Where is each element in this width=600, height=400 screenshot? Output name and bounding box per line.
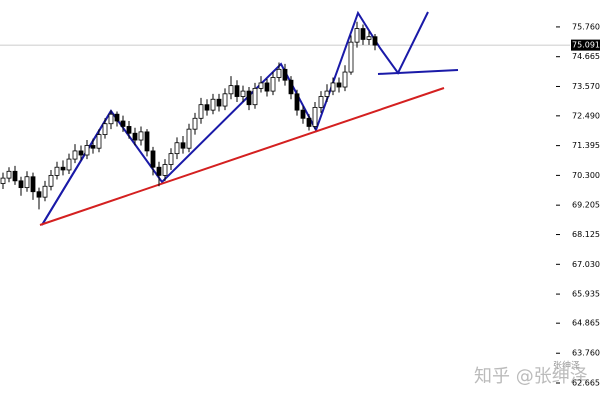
candle-body — [42, 185, 48, 198]
y-tick-label: 73.570 — [572, 82, 600, 91]
candle-body — [270, 77, 276, 92]
candle-body — [174, 142, 180, 155]
candle-body — [66, 158, 72, 171]
y-tick-label: 74.665 — [572, 52, 600, 61]
candle-body — [216, 98, 222, 107]
candle-body — [180, 142, 186, 149]
last-price-label: 75.091 — [572, 41, 600, 50]
candle-body — [150, 150, 156, 168]
candle-body — [204, 104, 210, 111]
candle-body — [126, 126, 132, 134]
candle-body — [72, 150, 78, 160]
candle-body — [48, 174, 54, 187]
candle-body — [372, 36, 378, 46]
candle-body — [102, 123, 108, 136]
last-price-box — [571, 39, 600, 51]
candle-body — [318, 96, 324, 108]
candle-body — [198, 104, 204, 119]
candle-body — [306, 117, 312, 127]
candle-body — [336, 82, 342, 88]
candle-body — [240, 90, 246, 97]
candle-body — [258, 82, 264, 89]
y-tick-label: 75.760 — [572, 22, 600, 31]
candle-body — [60, 166, 66, 171]
candle-body — [234, 85, 240, 97]
candle-body — [324, 90, 330, 97]
candle-body — [162, 164, 168, 176]
y-tick-label: 64.865 — [572, 319, 600, 328]
candle-body — [312, 107, 318, 127]
candle-body — [36, 191, 42, 198]
candle-body — [348, 41, 354, 73]
watermark-logo: 张绅泽 — [553, 360, 580, 372]
candle-body — [192, 117, 198, 130]
y-tick-label: 70.300 — [572, 171, 600, 180]
candle-body — [342, 71, 348, 88]
candle-body — [30, 176, 36, 193]
candle-body — [222, 93, 228, 107]
candle-body — [252, 87, 258, 106]
candle-body — [120, 120, 126, 127]
y-tick-label: 62.665 — [572, 379, 600, 388]
candle-body — [354, 28, 360, 43]
candle-body — [12, 170, 18, 182]
candle-body — [294, 93, 300, 111]
candle-body — [276, 68, 282, 78]
zigzag-line — [41, 10, 429, 226]
candle-body — [246, 90, 252, 106]
candle-body — [6, 170, 12, 179]
candle-body — [144, 131, 150, 152]
y-tick-label: 67.030 — [572, 260, 600, 269]
y-tick-label: 68.125 — [572, 230, 600, 239]
watermark: 知乎 @张绅泽 — [474, 366, 588, 387]
y-tick-label: 65.935 — [572, 290, 600, 299]
candle-body — [0, 177, 6, 184]
candle-body — [228, 85, 234, 95]
candle-body — [54, 166, 60, 176]
candle-body — [96, 134, 102, 149]
y-tick-label: 71.395 — [572, 141, 600, 150]
candle-body — [186, 128, 192, 149]
y-tick-label: 69.205 — [572, 201, 600, 210]
candle-body — [90, 145, 96, 149]
candle-body — [288, 79, 294, 95]
candle-body — [300, 109, 306, 119]
candle-body — [18, 180, 24, 189]
candle-body — [24, 176, 30, 189]
candle-body — [360, 28, 366, 40]
candle-body — [84, 145, 90, 156]
candle-body — [114, 113, 120, 122]
candle-body — [132, 132, 138, 141]
candle-body — [138, 131, 144, 141]
candle-body — [78, 150, 84, 156]
candle-body — [210, 98, 216, 111]
horizontal-line — [377, 69, 459, 75]
candle-body — [264, 82, 270, 92]
candle-body — [108, 113, 114, 125]
y-tick-label: 63.760 — [572, 349, 600, 358]
candle-body — [282, 68, 288, 81]
candle-body — [156, 166, 162, 176]
candle-body — [330, 82, 336, 92]
y-tick-label: 72.490 — [572, 111, 600, 120]
support-line — [39, 87, 445, 226]
candle-body — [168, 153, 174, 165]
candle-body — [366, 36, 372, 40]
